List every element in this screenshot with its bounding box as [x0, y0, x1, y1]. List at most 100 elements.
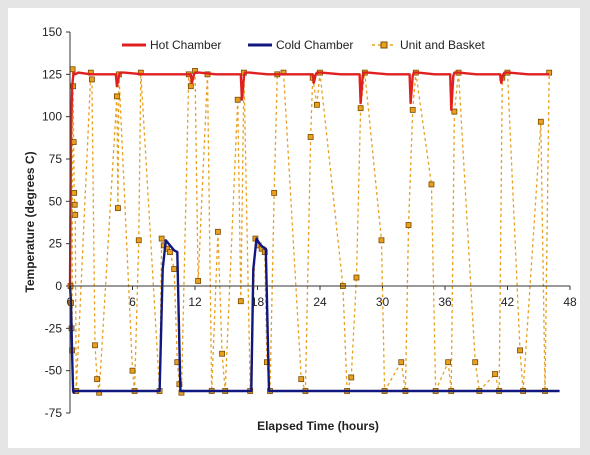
unit-basket-segment: [316, 72, 321, 105]
y-axis-ticks: -75 -50 -25 0 25 50 75 100 125 150: [42, 25, 70, 420]
unit-basket-segment: [72, 86, 75, 143]
x-tick-label: 36: [438, 295, 452, 309]
unit-basket-segment: [474, 362, 481, 392]
y-tick-label: 75: [49, 152, 63, 166]
y-tick-label: 0: [55, 279, 62, 293]
unit-basket-segment: [211, 231, 219, 392]
y-tick-label: 125: [42, 67, 62, 81]
unit-basket-segment: [415, 72, 433, 185]
unit-basket-segment: [131, 370, 136, 392]
x-tick-label: 18: [251, 295, 265, 309]
chart-panel: [8, 8, 580, 448]
unit-basket-point: [71, 201, 78, 208]
unit-basket-segment: [364, 72, 383, 241]
unit-basket-segment: [355, 108, 362, 278]
unit-basket-point: [492, 371, 498, 377]
unit-basket-segment: [206, 74, 213, 391]
unit-basket-point: [517, 347, 523, 354]
y-tick-label: -25: [45, 321, 63, 335]
series-hot-chamber: [68, 71, 550, 287]
legend-label-cold: Cold Chamber: [276, 38, 353, 52]
unit-basket-segment: [544, 72, 550, 391]
x-tick-label: 24: [313, 295, 327, 309]
unit-basket-point: [69, 66, 76, 73]
unit-basket-segment: [224, 99, 239, 392]
unit-basket-point: [88, 76, 95, 83]
unit-basket-segment: [450, 111, 456, 391]
unit-basket-segment: [312, 77, 318, 105]
x-axis-title: Elapsed Time (hours): [257, 419, 379, 433]
unit-basket-point: [167, 249, 173, 256]
unit-basket-point: [234, 96, 241, 103]
unit-basket-point: [409, 106, 416, 113]
series-layer: [67, 66, 560, 396]
unit-basket-point: [378, 237, 385, 244]
unit-basket-point: [313, 101, 320, 108]
unit-basket-segment: [273, 74, 278, 193]
unit-basket-point: [94, 376, 100, 383]
unit-basket-point: [158, 235, 165, 242]
unit-basket-point: [472, 359, 479, 366]
unit-basket-point: [353, 274, 360, 281]
unit-basket-point: [348, 374, 355, 381]
unit-basket-point: [537, 118, 544, 125]
unit-basket-segment: [350, 277, 358, 378]
x-tick-label: 12: [188, 295, 202, 309]
unit-basket-segment: [400, 362, 407, 392]
unit-basket-segment: [94, 345, 98, 380]
y-tick-label: -75: [45, 406, 63, 420]
unit-basket-segment: [407, 109, 414, 226]
unit-basket-segment: [457, 72, 476, 363]
x-axis-ticks: 0612182430364248: [67, 286, 577, 309]
unit-basket-segment: [384, 361, 402, 392]
legend: Hot Chamber Cold Chamber Unit and Basket: [122, 38, 485, 52]
y-tick-label: 25: [49, 237, 63, 251]
unit-basket-segment: [342, 285, 348, 392]
unit-basket-segment: [498, 77, 503, 391]
unit-basket-point: [451, 108, 458, 115]
unit-basket-segment: [140, 72, 161, 392]
unit-basket-segment: [540, 121, 546, 391]
unit-basket-segment: [430, 184, 437, 391]
unit-basket-segment: [380, 240, 386, 392]
unit-basket-point: [307, 134, 314, 140]
unit-basket-segment: [138, 72, 142, 241]
unit-basket-segment: [72, 142, 75, 193]
x-tick-label: 48: [563, 295, 577, 309]
series-cold-chamber: [68, 237, 560, 394]
unit-basket-segment: [319, 72, 344, 287]
unit-basket-point: [357, 105, 364, 112]
unit-basket-segment: [404, 225, 410, 391]
unit-basket-segment: [435, 361, 449, 392]
unit-basket-point: [271, 189, 278, 196]
unit-basket-point: [405, 222, 412, 228]
unit-basket-point: [92, 342, 98, 349]
unit-basket-segment: [217, 231, 223, 354]
unit-basket-point: [113, 93, 120, 100]
unit-basket-point: [195, 278, 202, 284]
unit-basket-segment: [522, 121, 542, 392]
unit-basket-segment: [237, 99, 242, 302]
unit-basket-segment: [309, 77, 314, 138]
legend-label-hot: Hot Chamber: [150, 38, 221, 52]
unit-basket-point: [215, 228, 221, 235]
x-tick-label: 6: [129, 295, 136, 309]
y-axis-title: Temperature (degrees C): [23, 151, 37, 292]
x-tick-label: 42: [501, 295, 515, 309]
unit-basket-segment: [412, 72, 417, 110]
unit-basket-segment: [282, 72, 302, 380]
unit-basket-segment: [240, 72, 245, 302]
unit-basket-point: [135, 237, 142, 244]
unit-basket-segment: [453, 72, 460, 112]
y-tick-label: 100: [42, 110, 62, 124]
unit-basket-segment: [180, 74, 190, 393]
unit-basket-segment: [197, 74, 209, 281]
unit-basket-point: [71, 189, 78, 196]
unit-basket-point: [187, 83, 194, 90]
unit-basket-segment: [506, 72, 521, 351]
legend-label-unit: Unit and Basket: [400, 38, 485, 52]
y-tick-label: 150: [42, 25, 62, 39]
unit-basket-segment: [118, 74, 134, 371]
